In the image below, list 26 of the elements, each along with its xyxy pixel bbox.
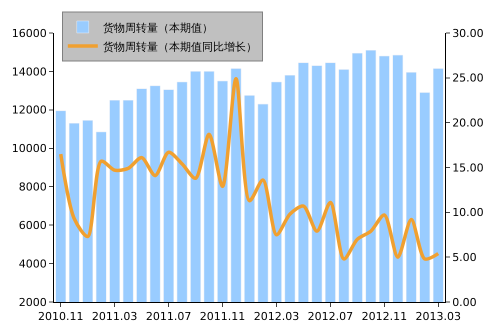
- y-tick-label: 8000: [18, 180, 47, 194]
- y-tick-label: 12000: [12, 104, 47, 117]
- x-tick-label: 2012.07: [308, 310, 354, 324]
- y2-tick-label: 30.00: [452, 26, 484, 40]
- x-tick-label: 2011.11: [200, 310, 246, 324]
- legend-label: 货物周转量（本期值同比增长）: [102, 40, 257, 54]
- y-tick-label: 16000: [12, 26, 47, 40]
- x-tick-label: 2011.07: [146, 310, 192, 324]
- y2-tick-label: 0.00: [452, 296, 477, 309]
- y-tick-label: 6000: [18, 218, 47, 232]
- legend-label: 货物周转量（本期值）: [102, 21, 213, 34]
- y-tick-label: 2000: [18, 296, 47, 309]
- x-tick-label: 2011.03: [92, 310, 138, 324]
- x-tick-label: 2013.03: [416, 310, 462, 324]
- y2-tick-label: 20.00: [452, 116, 484, 130]
- y2-tick-label: 5.00: [452, 251, 477, 264]
- y2-tick-label: 10.00: [452, 206, 484, 220]
- y2-tick-label: 15.00: [452, 161, 484, 174]
- line-series: [58, 76, 440, 261]
- y2-tick-label: 25.00: [452, 72, 484, 85]
- y-tick-label: 4000: [18, 257, 47, 270]
- x-tick-label: 2012.11: [362, 310, 408, 324]
- y-tick-label: 10000: [12, 142, 47, 156]
- x-tick-label: 2010.11: [38, 310, 84, 324]
- x-tick-label: 2012.03: [254, 310, 300, 324]
- y-tick-label: 14000: [12, 65, 47, 78]
